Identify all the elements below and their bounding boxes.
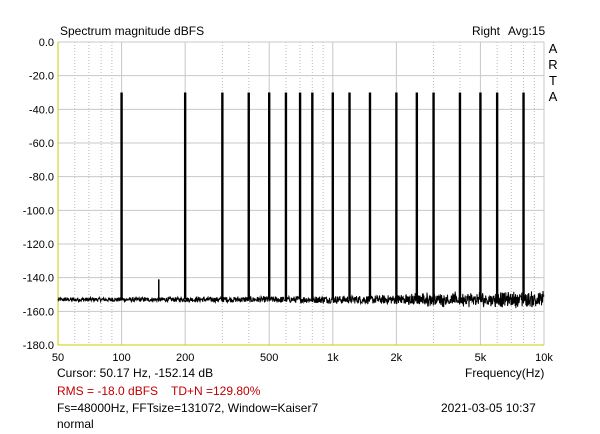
arta-letter: A <box>549 89 558 104</box>
y-tick-label: -40.0 <box>29 104 54 116</box>
x-tick-label: 5k <box>475 352 487 364</box>
y-tick-label: -120.0 <box>23 239 54 251</box>
plot-axes <box>57 42 544 346</box>
channel-label: Right <box>472 24 501 38</box>
analysis-parameters: Fs=48000Hz, FFTsize=131072, Window=Kaise… <box>57 401 319 415</box>
arta-letter: T <box>549 73 557 88</box>
x-tick-label: 50 <box>52 352 64 364</box>
chart-title: Spectrum magnitude dBFS <box>60 24 205 38</box>
noise-floor-trace <box>57 290 545 309</box>
y-tick-label: -140.0 <box>23 273 54 285</box>
y-tick-labels: 0.0 -20.0 -40.0 -60.0 -80.0 -100.0 -120.0 -140.… <box>23 37 54 352</box>
y-tick-label: -60.0 <box>29 138 54 150</box>
x-tick-label: 1k <box>327 352 339 364</box>
x-tick-label: 500 <box>260 352 278 364</box>
y-tick-label: -160.0 <box>23 306 54 318</box>
x-axis-label: Frequency(Hz) <box>465 366 545 380</box>
x-tick-label: 10k <box>535 352 553 364</box>
x-tick-label: 100 <box>112 352 130 364</box>
arta-letter: A <box>549 41 558 56</box>
x-tick-label: 200 <box>176 352 194 364</box>
y-tick-label: 0.0 <box>39 37 54 49</box>
cursor-readout: Cursor: 50.17 Hz, -152.14 dB <box>57 366 214 380</box>
timestamp: 2021-03-05 10:37 <box>441 401 536 415</box>
tdn-readout: TD+N =129.80% <box>171 384 261 398</box>
y-tick-label: -100.0 <box>23 205 54 217</box>
mode-label: normal <box>57 417 94 431</box>
y-tick-label: -180.0 <box>23 340 54 352</box>
x-tick-labels: 50 100 200 500 1k 2k 5k 10k <box>52 352 553 364</box>
spectrum-trace-layer <box>57 92 545 309</box>
y-tick-label: -20.0 <box>29 71 54 83</box>
arta-letter: R <box>548 57 557 72</box>
rms-readout: RMS = -18.0 dBFS <box>57 384 159 398</box>
x-tick-label: 2k <box>391 352 403 364</box>
average-count: Avg:15 <box>508 24 546 38</box>
y-tick-label: -80.0 <box>29 172 54 184</box>
